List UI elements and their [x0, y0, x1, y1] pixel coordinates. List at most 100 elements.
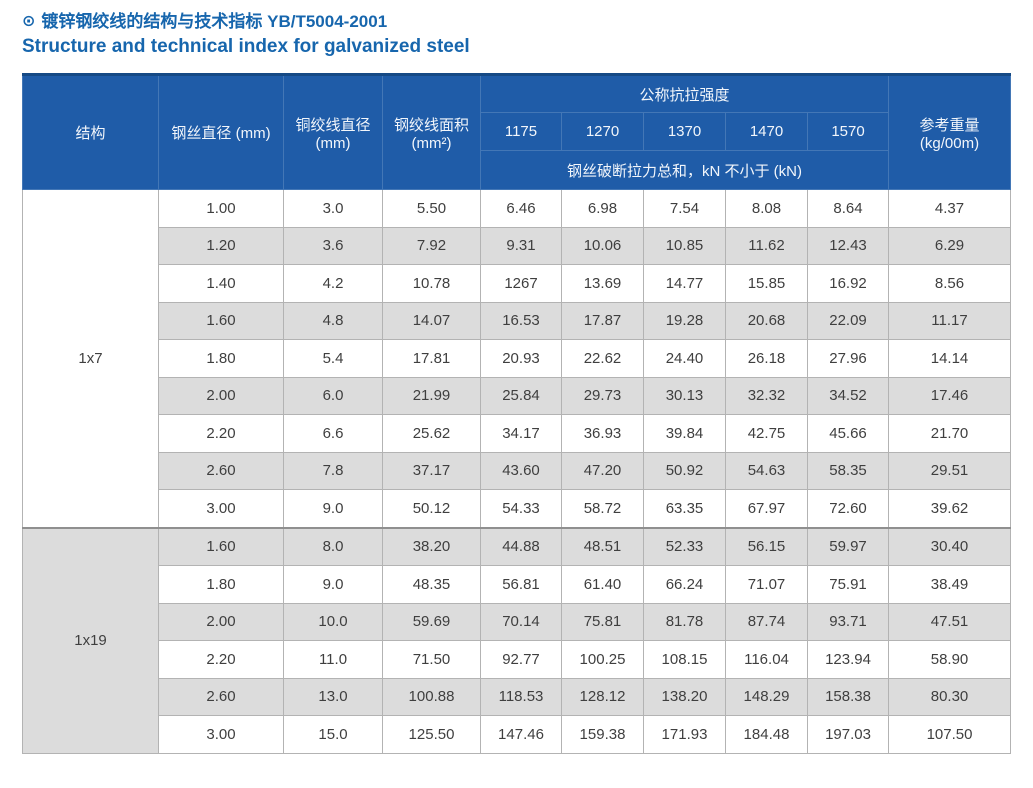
- table-cell: 123.94: [806, 640, 890, 679]
- header-grade-1270: 1270: [561, 112, 644, 151]
- table-cell: 43.60: [480, 451, 562, 490]
- table-cell: 67.97: [725, 489, 808, 528]
- table-cell: 7.92: [382, 226, 481, 265]
- table-cell: 3.0: [283, 189, 383, 228]
- table-cell: 50.12: [382, 489, 481, 528]
- header-grade-1370: 1370: [643, 112, 726, 151]
- table-cell: 6.6: [283, 414, 383, 453]
- table-cell: 14.14: [888, 339, 1012, 378]
- table-cell: 66.24: [643, 565, 726, 604]
- table-cell: 58.90: [888, 640, 1012, 679]
- header-ref-weight: 参考重量 (kg/00m): [888, 74, 1012, 190]
- page-title-en: Structure and technical index for galvan…: [22, 36, 470, 57]
- table-cell: 1.60: [158, 526, 284, 566]
- table-cell: 47.20: [561, 451, 644, 490]
- table-cell: 4.2: [283, 264, 383, 303]
- table-cell: 29.73: [561, 376, 644, 415]
- table-cell: 3.00: [158, 489, 284, 528]
- table-cell: 14.77: [643, 264, 726, 303]
- table-cell: 148.29: [725, 677, 808, 716]
- table-cell: 92.77: [480, 640, 562, 679]
- table-cell: 11.0: [283, 640, 383, 679]
- table-cell: 1.40: [158, 264, 284, 303]
- table-cell: 24.40: [643, 339, 726, 378]
- table-cell: 87.74: [725, 602, 808, 641]
- table-cell: 159.38: [561, 715, 644, 754]
- table-cell: 6.29: [888, 226, 1012, 265]
- table-row: 1x7 1.00 3.0 5.50 6.46 6.98 7.54 8.08 8.64 4.37: [22, 189, 1012, 528]
- table-cell: 17.81: [382, 339, 481, 378]
- header-breaking-note: 钢丝破断拉力总和，kN 不小于 (kN): [479, 150, 890, 190]
- table-cell: 5.4: [283, 339, 383, 378]
- page-title-zh: ⊙ 镀锌钢绞线的结构与技术指标 YB/T5004-2001: [22, 10, 1033, 34]
- header-strand-diameter: 铜绞线直径 (mm): [283, 74, 383, 190]
- table-cell: 81.78: [643, 602, 726, 641]
- table-cell: 8.0: [283, 526, 383, 566]
- table-row: 2.20 11.0 71.50 92.77 100.25 108.15 116.04 123.…: [23, 640, 1012, 679]
- structure-label: 1x19: [22, 526, 159, 754]
- table-cell: 70.14: [480, 602, 562, 641]
- table-cell: 93.71: [806, 602, 890, 641]
- table-cell: 30.40: [888, 526, 1012, 566]
- table-cell: 75.91: [806, 565, 890, 604]
- table-cell: 6.0: [283, 376, 383, 415]
- table-cell: 158.38: [806, 677, 890, 716]
- table-cell: 9.31: [480, 226, 562, 265]
- table-cell: 26.18: [725, 339, 808, 378]
- table-row: 2.00 10.0 59.69 70.14 75.81 81.78 87.74 93.71 47…: [23, 602, 1012, 641]
- table-cell: 16.92: [806, 264, 890, 303]
- table-cell: 71.07: [725, 565, 808, 604]
- table-cell: 1.00: [158, 189, 284, 228]
- table-row: 1.80 5.4 17.81 20.93 22.62 24.40 26.18 27.96 14.…: [23, 339, 1012, 378]
- table-cell: 11.62: [725, 226, 808, 265]
- table-cell: 3.00: [158, 715, 284, 754]
- table-cell: 184.48: [725, 715, 808, 754]
- table-cell: 10.06: [561, 226, 644, 265]
- table-row: 1.40 4.2 10.78 1267 13.69 14.77 15.85 16.92 8.56: [23, 264, 1012, 303]
- table-cell: 48.35: [382, 565, 481, 604]
- table-cell: 9.0: [283, 565, 383, 604]
- table-cell: 27.96: [806, 339, 890, 378]
- table-cell: 20.93: [480, 339, 562, 378]
- table-cell: 45.66: [806, 414, 890, 453]
- table-cell: 54.33: [480, 489, 562, 528]
- table-cell: 39.84: [643, 414, 726, 453]
- header-tensile-group: 公称抗拉强度: [479, 74, 890, 113]
- table-cell: 30.13: [643, 376, 726, 415]
- table-cell: 47.51: [888, 602, 1012, 641]
- table-cell: 37.17: [382, 451, 481, 490]
- table-header: 结构 钢丝直径 (mm) 铜绞线直径 (mm) 钢绞线面积 (mm²) 公称抗拉…: [22, 74, 1012, 190]
- table-cell: 4.37: [888, 189, 1012, 228]
- table-cell: 1.60: [158, 301, 284, 340]
- table-cell: 38.20: [382, 526, 481, 566]
- table-cell: 15.0: [283, 715, 383, 754]
- table-cell: 7.54: [643, 189, 726, 228]
- table-row: 2.60 7.8 37.17 43.60 47.20 50.92 54.63 58.35 29.…: [23, 451, 1012, 490]
- header-grade-1470: 1470: [725, 112, 808, 151]
- table-cell: 13.69: [561, 264, 644, 303]
- table-cell: 38.49: [888, 565, 1012, 604]
- table-cell: 2.20: [158, 414, 284, 453]
- table-cell: 5.50: [382, 189, 481, 228]
- table-cell: 21.99: [382, 376, 481, 415]
- table-row: 1.60 4.8 14.07 16.53 17.87 19.28 20.68 22.09 11.…: [23, 301, 1012, 340]
- table-cell: 15.85: [725, 264, 808, 303]
- table-row: 3.00 15.0 125.50 147.46 159.38 171.93 184.48 19…: [23, 715, 1012, 754]
- table-cell: 25.84: [480, 376, 562, 415]
- table-cell: 54.63: [725, 451, 808, 490]
- table-cell: 52.33: [643, 526, 726, 566]
- table-cell: 16.53: [480, 301, 562, 340]
- table-cell: 12.43: [806, 226, 890, 265]
- table-cell: 58.35: [806, 451, 890, 490]
- table-cell: 58.72: [561, 489, 644, 528]
- table-cell: 10.0: [283, 602, 383, 641]
- table-cell: 2.60: [158, 451, 284, 490]
- table-cell: 34.17: [480, 414, 562, 453]
- header-grade-1570: 1570: [806, 112, 890, 151]
- table-cell: 21.70: [888, 414, 1012, 453]
- table-cell: 1.80: [158, 339, 284, 378]
- table-cell: 20.68: [725, 301, 808, 340]
- table-cell: 34.52: [806, 376, 890, 415]
- table-cell: 29.51: [888, 451, 1012, 490]
- table-cell: 1.80: [158, 565, 284, 604]
